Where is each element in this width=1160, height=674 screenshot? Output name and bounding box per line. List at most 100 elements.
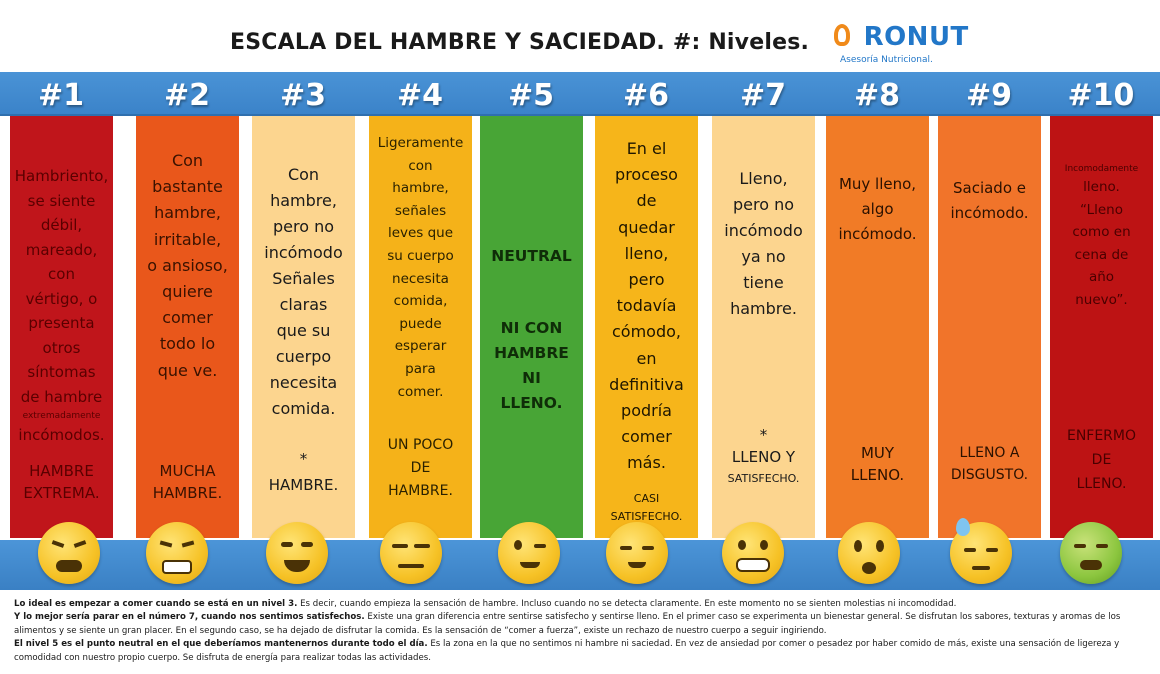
pronut-logo: PRONUT Asesoría Nutricional. bbox=[834, 22, 968, 70]
level-description: NEUTRAL bbox=[482, 244, 581, 268]
face-eye bbox=[73, 540, 87, 548]
level-text-line: hambre. bbox=[730, 299, 797, 318]
face-mouth bbox=[284, 560, 310, 572]
level-text-line: Con bbox=[287, 165, 320, 184]
level-text-line: pero bbox=[628, 270, 665, 290]
face-eye bbox=[964, 548, 976, 552]
face-eye bbox=[876, 540, 884, 552]
level-text-line: más. bbox=[627, 453, 666, 473]
level-column: En el proceso de quedar lleno, pero todavía cóm… bbox=[595, 116, 698, 538]
face-mouth bbox=[398, 564, 424, 568]
level-number: #2 bbox=[163, 78, 210, 113]
level-number: #6 bbox=[622, 78, 669, 113]
level-description: Ligeramente con hambre, señales leves que su … bbox=[371, 132, 470, 403]
level-text-line: puede bbox=[399, 315, 442, 332]
level-text-line: lleno, bbox=[624, 243, 669, 263]
steaming-face-icon bbox=[146, 522, 208, 584]
level-text-line: quiere bbox=[162, 282, 213, 302]
level-text-line: “Lleno bbox=[1080, 201, 1123, 218]
level-text-line: leves que bbox=[387, 225, 454, 242]
face-eye bbox=[534, 544, 546, 548]
level-description: Saciado e incómodo. bbox=[940, 176, 1039, 226]
level-column: Con bastante hambre, irritable, o ansioso, qu… bbox=[136, 116, 239, 538]
level-column: Muy lleno, algo incómodo. MUY LLENO. bbox=[826, 116, 929, 538]
level-text-line: o ansioso, bbox=[147, 255, 228, 275]
level-number: #1 bbox=[37, 78, 84, 113]
face-eye bbox=[159, 540, 173, 548]
level-text-line: NI bbox=[522, 369, 541, 387]
level-text-line: HAMBRE. bbox=[152, 484, 223, 502]
level-text-line: DISGUSTO. bbox=[950, 467, 1029, 483]
level-text-line: incómodo bbox=[724, 221, 803, 240]
footer-notes: Lo ideal es empezar a comer cuando se es… bbox=[14, 598, 1150, 665]
level-text-line: se siente bbox=[27, 191, 96, 210]
sweat-drop-icon bbox=[956, 518, 970, 536]
level-description: Lleno, pero no incómodo ya no tiene hambre. bbox=[714, 166, 813, 322]
level-text-line: claras bbox=[279, 295, 328, 314]
level-text-line: LLENO Y bbox=[731, 448, 796, 466]
level-text-line: otros bbox=[42, 338, 81, 357]
level-column: Hambriento, se siente débil, mareado, con vér… bbox=[10, 116, 113, 538]
face-mouth bbox=[972, 566, 990, 570]
face-mouth bbox=[56, 560, 82, 572]
level-text-line: Incomodamente bbox=[1064, 164, 1139, 174]
expressionless-face-icon bbox=[380, 522, 442, 584]
level-text-line: hambre, bbox=[392, 180, 449, 197]
face-mouth bbox=[862, 562, 876, 574]
level-description: Hambriento, se siente débil, mareado, con vér… bbox=[12, 164, 111, 448]
level-text-line: incómodo. bbox=[950, 204, 1029, 222]
level-text-line: señales bbox=[394, 202, 447, 219]
face-eye bbox=[1074, 544, 1086, 548]
level-text-line: LLENO. bbox=[850, 466, 905, 484]
level-number: #5 bbox=[507, 78, 554, 113]
level-text-line: como en bbox=[1072, 224, 1131, 240]
level-text-line: bastante bbox=[152, 177, 223, 197]
footer-paragraph-1: Lo ideal es empezar a comer cuando se es… bbox=[14, 599, 957, 609]
face-eye bbox=[392, 544, 408, 548]
nauseated-face-icon bbox=[1060, 522, 1122, 584]
level-label: HAMBRE EXTREMA. bbox=[12, 460, 111, 504]
level-label: CASI SATISFECHO. bbox=[597, 490, 696, 526]
level-text-line: comida. bbox=[271, 399, 336, 418]
level-text-line: necesita bbox=[269, 373, 338, 392]
face-mouth bbox=[1080, 560, 1102, 570]
level-text-line: nuevo”. bbox=[1075, 291, 1128, 308]
level-text-line: cuerpo bbox=[275, 347, 332, 366]
level-text-line: Muy lleno, bbox=[838, 175, 917, 193]
level-text-line: presenta bbox=[28, 314, 95, 332]
level-text-line: LLENO. bbox=[500, 394, 563, 412]
level-text-line: incómodos. bbox=[18, 426, 105, 444]
level-label: MUCHA HAMBRE. bbox=[138, 460, 237, 504]
level-text-line: pero no bbox=[732, 195, 795, 214]
level-text-line: CASI bbox=[633, 492, 660, 505]
face-eye bbox=[51, 540, 65, 548]
level-text-line: año bbox=[1088, 269, 1115, 285]
level-column: NEUTRAL NI CON HAMBRE NI LLENO. bbox=[480, 116, 583, 538]
level-text-line: podría bbox=[621, 401, 672, 421]
level-description: Con hambre, pero no incómodo Señales claras qu… bbox=[254, 162, 353, 422]
level-label: ENFERMO DE LLENO. bbox=[1052, 424, 1151, 496]
level-text-line: tiene bbox=[743, 273, 784, 292]
level-label: * HAMBRE. bbox=[254, 446, 353, 498]
level-text-line: * bbox=[759, 426, 768, 444]
level-text-line: MUCHA bbox=[159, 462, 216, 480]
face-eye bbox=[760, 540, 768, 550]
level-text-line: comer bbox=[621, 427, 672, 447]
level-text-line: con bbox=[48, 265, 75, 283]
level-text-line: Saciado e bbox=[952, 179, 1026, 197]
level-label: UN POCO DE HAMBRE. bbox=[371, 434, 470, 503]
footer-paragraph-2: Y lo mejor sería parar en el número 7, c… bbox=[14, 612, 1121, 636]
level-column: Incomodamente lleno. “Lleno como en cena de a… bbox=[1050, 116, 1153, 538]
level-text-line: de hambre bbox=[20, 387, 103, 406]
relieved-face-icon bbox=[606, 522, 668, 584]
level-description: Muy lleno, algo incómodo. bbox=[828, 172, 927, 247]
level-description: Con bastante hambre, irritable, o ansioso, qu… bbox=[138, 148, 237, 384]
level-number: #7 bbox=[739, 78, 786, 113]
face-eye bbox=[301, 542, 313, 547]
level-number: #9 bbox=[965, 78, 1012, 113]
sweat-face-icon bbox=[950, 518, 1012, 584]
face-eye bbox=[1096, 544, 1108, 548]
levels-number-band bbox=[0, 72, 1160, 116]
face-eye bbox=[414, 544, 430, 548]
level-column: Saciado e incómodo. LLENO A DISGUSTO. bbox=[938, 116, 1041, 538]
